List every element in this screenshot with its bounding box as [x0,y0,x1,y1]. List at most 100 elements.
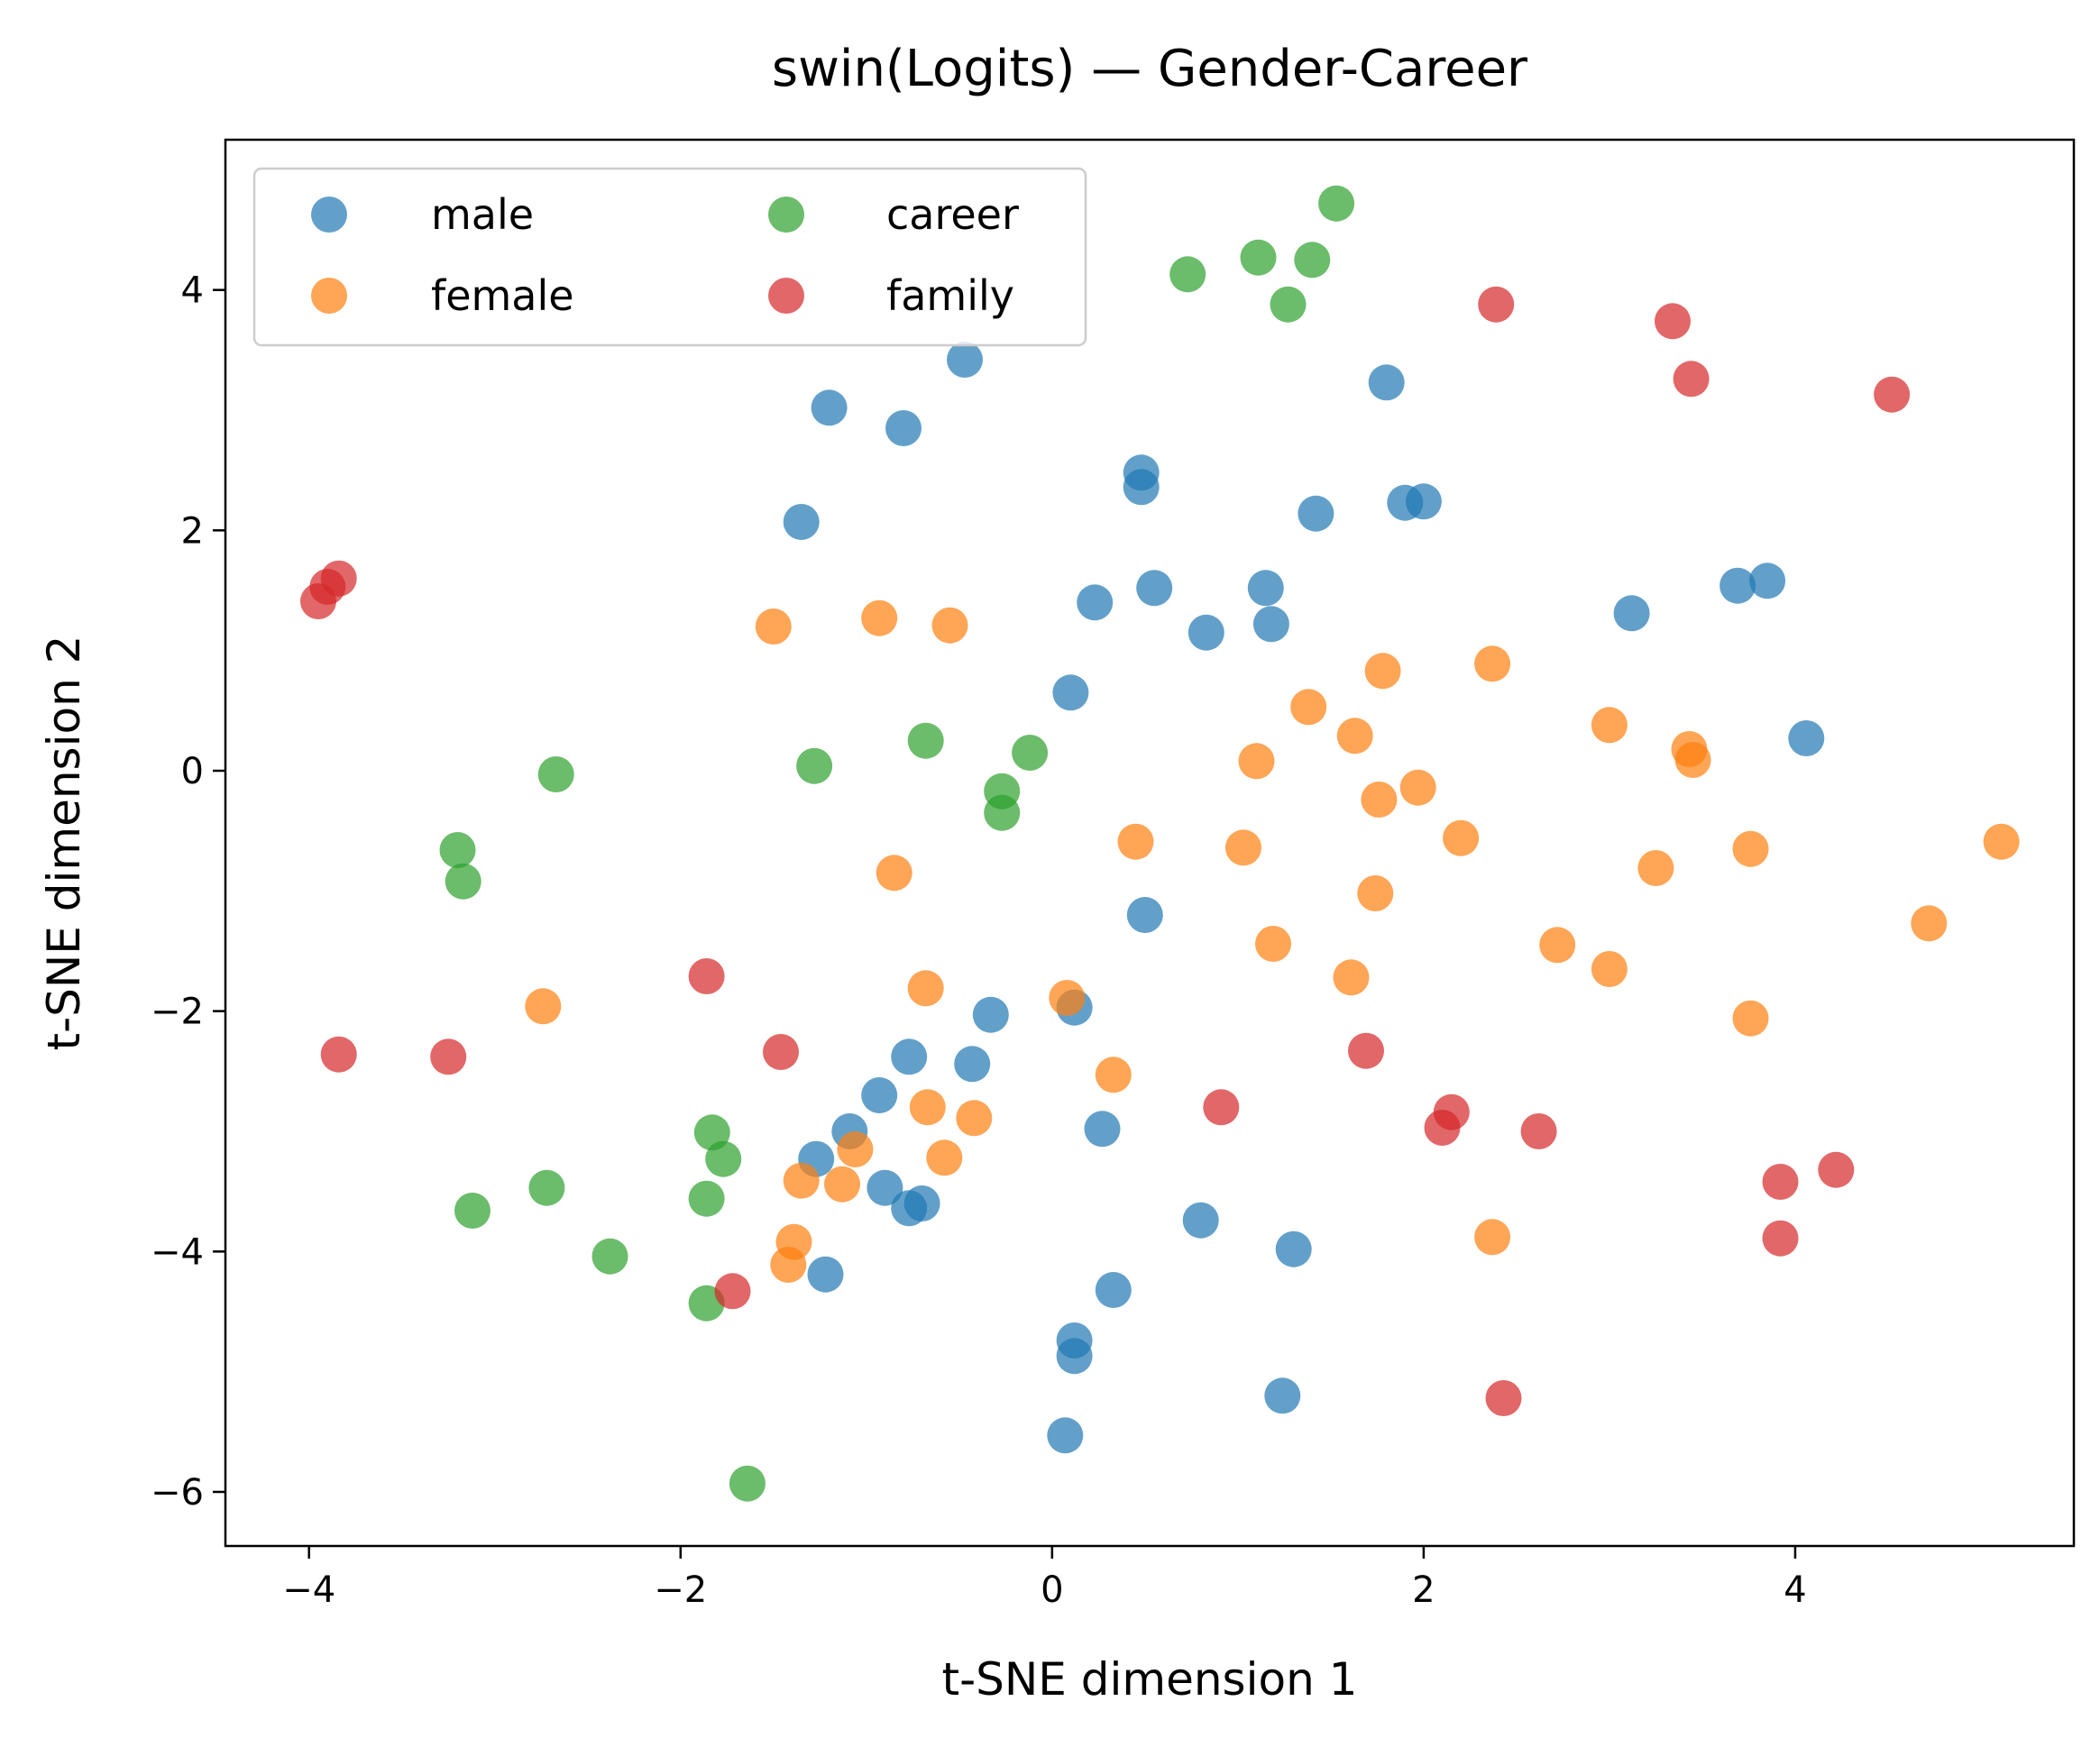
point-female-35 [783,1162,820,1199]
point-male-35 [1095,1272,1132,1308]
point-male-31 [1084,1111,1121,1148]
point-career-20 [729,1465,766,1502]
point-female-34 [837,1131,874,1167]
point-female-30 [909,1089,946,1126]
point-female-8 [1361,782,1398,818]
point-male-13 [1247,570,1284,607]
y-tick-label: −6 [151,1472,204,1514]
point-female-17 [1357,875,1394,911]
point-family-19 [714,1273,751,1310]
point-male-9 [1405,483,1442,520]
point-female-1 [861,599,898,636]
point-female-18 [1637,850,1674,886]
point-male-17 [1719,567,1756,604]
point-family-15 [1520,1113,1557,1149]
point-male-21 [972,996,1009,1033]
axes-frame [224,138,2076,1548]
x-axis-label: t-SNE dimension 1 [942,1653,1358,1706]
point-male-7 [1368,364,1405,401]
point-career-12 [445,863,481,900]
point-career-7 [796,747,833,784]
point-female-4 [1474,645,1511,682]
y-axis-label: t-SNE dimension 2 [38,636,90,1051]
point-female-28 [907,970,944,1007]
point-female-36 [824,1166,860,1203]
point-male-39 [1047,1417,1084,1454]
point-female-13 [1117,823,1154,860]
point-female-19 [1732,830,1769,867]
point-family-16 [1762,1164,1799,1200]
legend: male female career family [252,167,1087,347]
point-female-33 [926,1139,963,1176]
point-female-27 [525,988,562,1025]
point-male-24 [954,1046,991,1083]
point-career-16 [688,1180,725,1217]
point-male-12 [1188,614,1224,651]
point-male-1 [811,389,848,426]
point-female-39 [1474,1219,1511,1256]
point-female-16 [876,855,912,892]
point-female-20 [1983,823,2020,860]
point-male-25 [861,1077,898,1113]
point-female-38 [770,1247,807,1283]
point-female-25 [1911,905,1948,942]
x-tick-label: 0 [1041,1569,1063,1611]
point-female-26 [1732,1000,1769,1037]
point-female-32 [1095,1057,1132,1093]
point-family-12 [1203,1089,1240,1126]
point-family-18 [1762,1220,1799,1257]
point-female-10 [1591,707,1628,744]
point-female-14 [1225,829,1261,866]
y-axis-ticks: −6 −4 −2 0 2 4 [151,270,225,1514]
point-female-29 [1049,980,1086,1016]
point-career-4 [1270,286,1307,323]
legend-marker-career [768,197,804,233]
point-career-2 [1294,242,1331,279]
legend-label-career: career [886,190,1019,239]
point-male-6 [1298,495,1334,532]
legend-label-family: family [886,271,1014,320]
legend-label-male: male [431,190,534,239]
point-female-6 [1238,743,1275,780]
point-family-17 [1818,1151,1855,1188]
x-tick-label: −4 [282,1569,335,1611]
legend-marker-male [311,197,347,233]
point-career-10 [537,756,574,792]
point-female-15 [1443,819,1480,856]
point-male-28 [867,1169,903,1206]
legend-marker-female [311,278,347,314]
point-career-18 [591,1238,628,1275]
point-male-15 [1052,674,1089,711]
point-male-19 [1788,720,1825,756]
point-female-12 [1674,742,1711,778]
y-tick-label: 2 [181,510,204,552]
points-layer [300,185,2020,1502]
point-family-3 [1874,376,1911,413]
point-female-21 [1255,926,1291,962]
point-male-34 [1275,1230,1312,1267]
point-career-17 [454,1193,491,1229]
y-tick-label: 0 [181,751,204,792]
point-family-20 [1485,1380,1522,1416]
legend-marker-family [768,278,804,314]
y-tick-label: 4 [181,270,204,312]
point-male-0 [947,342,983,378]
point-male-14 [1252,606,1289,643]
point-female-22 [1539,927,1576,964]
point-career-11 [439,832,476,868]
point-family-8 [320,1036,357,1073]
legend-label-female: female [431,271,574,320]
point-family-1 [1655,303,1691,340]
point-career-1 [1240,239,1277,276]
point-male-11 [1136,570,1173,607]
point-career-3 [1169,256,1206,293]
point-career-9 [984,794,1021,831]
point-male-33 [1182,1202,1219,1239]
point-family-7 [688,958,725,994]
point-male-37 [1056,1338,1093,1375]
point-male-3 [783,504,820,540]
chart-title: swin(Logits) — Gender-Career [772,40,1528,98]
point-family-0 [1478,286,1515,323]
x-axis-ticks: −4 −2 0 2 4 [282,1546,1807,1611]
